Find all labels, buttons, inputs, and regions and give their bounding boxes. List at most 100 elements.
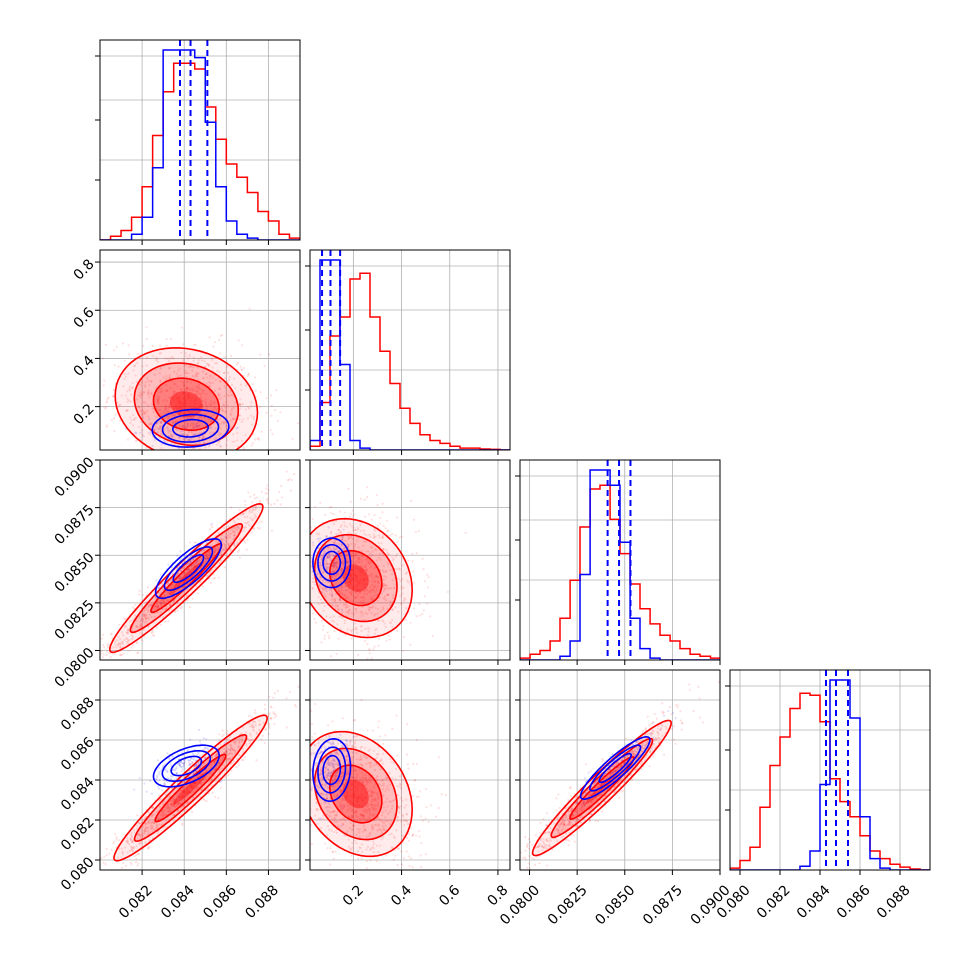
sample-point: [196, 362, 200, 365]
sample-point: [340, 538, 343, 541]
sample-point: [230, 410, 233, 413]
sample-point: [324, 595, 327, 598]
sample-point: [264, 492, 267, 495]
sample-point: [169, 763, 172, 766]
sample-point: [322, 579, 325, 582]
sample-point: [336, 623, 339, 626]
sample-point: [352, 824, 355, 827]
sample-point: [347, 538, 350, 541]
sample-point: [340, 591, 343, 595]
sample-point: [144, 840, 147, 844]
sample-point: [113, 664, 115, 666]
sample-point: [214, 754, 217, 758]
sample-point: [322, 552, 325, 556]
sample-point: [235, 542, 239, 545]
sample-point: [166, 752, 169, 755]
sample-point: [189, 402, 192, 405]
sample-point: [168, 757, 171, 760]
sample-point: [135, 857, 138, 860]
sample-point: [224, 386, 227, 390]
sample-point: [159, 601, 162, 604]
sample-point: [115, 345, 118, 348]
sample-point: [307, 588, 309, 590]
sample-point: [126, 390, 129, 393]
sample-point: [238, 418, 241, 421]
sample-point: [181, 425, 185, 428]
sample-point: [101, 682, 103, 684]
sample-point: [355, 589, 358, 592]
sample-point: [333, 583, 336, 587]
blue-histogram: [310, 259, 510, 450]
sample-point: [337, 589, 340, 593]
sample-point: [218, 417, 222, 421]
sample-point: [363, 754, 366, 757]
sample-point: [329, 532, 333, 535]
sample-point: [119, 419, 122, 422]
sample-point: [230, 747, 233, 750]
sample-point: [112, 842, 115, 845]
sample-point: [248, 307, 251, 310]
panel-content: [310, 250, 510, 450]
sample-point: [179, 400, 182, 404]
sample-point: [259, 353, 262, 356]
sample-point: [190, 389, 194, 392]
sample-point: [252, 726, 255, 729]
sample-point: [248, 407, 251, 410]
sample-point: [238, 414, 241, 417]
sample-point: [188, 389, 191, 392]
sample-point: [194, 470, 196, 472]
sample-point: [159, 769, 163, 773]
sample-point: [174, 803, 177, 806]
sample-point: [208, 764, 211, 767]
sample-point: [185, 786, 189, 789]
sample-point: [126, 837, 129, 840]
sample-point: [319, 561, 322, 564]
sample-point: [360, 625, 363, 628]
sample-point: [319, 770, 323, 773]
sample-point: [221, 757, 225, 760]
sample-point: [188, 392, 191, 396]
sample-point: [342, 562, 345, 565]
sample-point: [150, 824, 153, 827]
sample-point: [182, 791, 186, 794]
sample-point: [156, 426, 159, 429]
sample-point: [187, 568, 191, 571]
sample-point: [273, 595, 275, 597]
sample-point: [280, 484, 283, 487]
sample-point: [368, 559, 371, 562]
sample-point: [273, 722, 276, 725]
sample-point: [341, 568, 344, 571]
sample-point: [125, 637, 128, 640]
sample-point: [164, 405, 168, 409]
sample-point: [218, 352, 222, 355]
sample-point: [182, 416, 185, 419]
sample-point: [194, 424, 198, 427]
sample-point: [217, 796, 220, 800]
blue-contours: [152, 744, 221, 788]
sample-point: [206, 362, 209, 365]
sample-point: [164, 404, 167, 407]
sample-point: [192, 411, 195, 414]
sample-point: [197, 417, 200, 420]
sample-point: [192, 343, 196, 347]
sample-point: [148, 821, 151, 824]
sample-point: [173, 803, 176, 806]
sample-point: [135, 398, 139, 401]
sample-point: [188, 430, 191, 433]
sample-point: [213, 554, 216, 557]
sample-point: [159, 425, 162, 428]
sample-point: [233, 440, 236, 443]
sample-point: [138, 842, 141, 845]
sample-point: [208, 418, 211, 421]
sample-point: [182, 759, 185, 762]
sample-point: [312, 544, 315, 547]
sample-point: [182, 762, 186, 765]
sample-point: [400, 587, 403, 590]
sample-point: [222, 542, 225, 545]
sample-point: [319, 566, 322, 570]
sample-point: [319, 792, 322, 795]
sample-point: [188, 759, 191, 762]
sample-point: [149, 430, 152, 434]
sample-point: [156, 431, 159, 434]
sample-point: [160, 430, 163, 433]
